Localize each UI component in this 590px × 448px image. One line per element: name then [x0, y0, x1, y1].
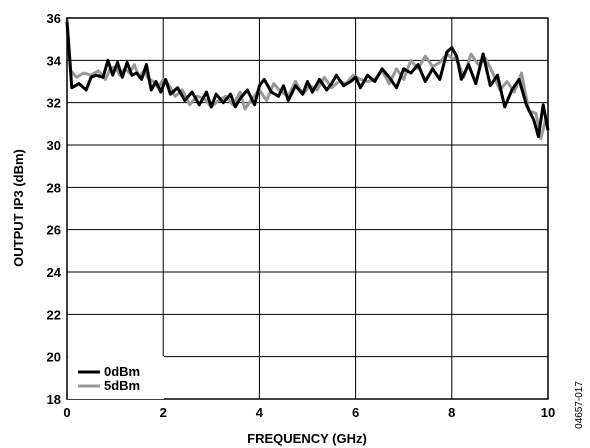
plot-frame	[66, 17, 549, 400]
y-tick-label: 24	[47, 265, 62, 280]
x-axis-label: FREQUENCY (GHz)	[247, 431, 367, 446]
y-tick-label: 34	[47, 53, 62, 68]
x-tick-label: 0	[63, 405, 70, 420]
y-tick-label: 32	[47, 96, 61, 111]
y-tick-label: 28	[47, 180, 61, 195]
x-tick-label: 6	[352, 405, 359, 420]
y-tick-label: 18	[47, 392, 61, 407]
y-tick-label: 36	[47, 11, 61, 26]
y-axis-label: OUTPUT IP3 (dBm)	[11, 149, 26, 267]
series-line-5dbm	[65, 17, 550, 141]
figure-id: 04657-017	[574, 381, 585, 429]
legend-label-5dbm: 5dBm	[104, 378, 140, 393]
x-tick-label: 8	[448, 405, 455, 420]
y-tick-label: 30	[47, 138, 61, 153]
x-tick-label: 10	[541, 405, 555, 420]
series-line-0dbm	[65, 22, 550, 138]
legend: 0dBm 5dBm	[68, 356, 164, 399]
legend-label-0dbm: 0dBm	[104, 364, 140, 379]
legend-box	[68, 356, 164, 399]
series-layer	[65, 17, 550, 141]
x-tick-label: 4	[256, 405, 264, 420]
x-tick-label: 2	[160, 405, 167, 420]
y-tick-label: 20	[47, 350, 61, 365]
y-tick-label: 26	[47, 223, 61, 238]
y-tick-label: 22	[47, 307, 61, 322]
